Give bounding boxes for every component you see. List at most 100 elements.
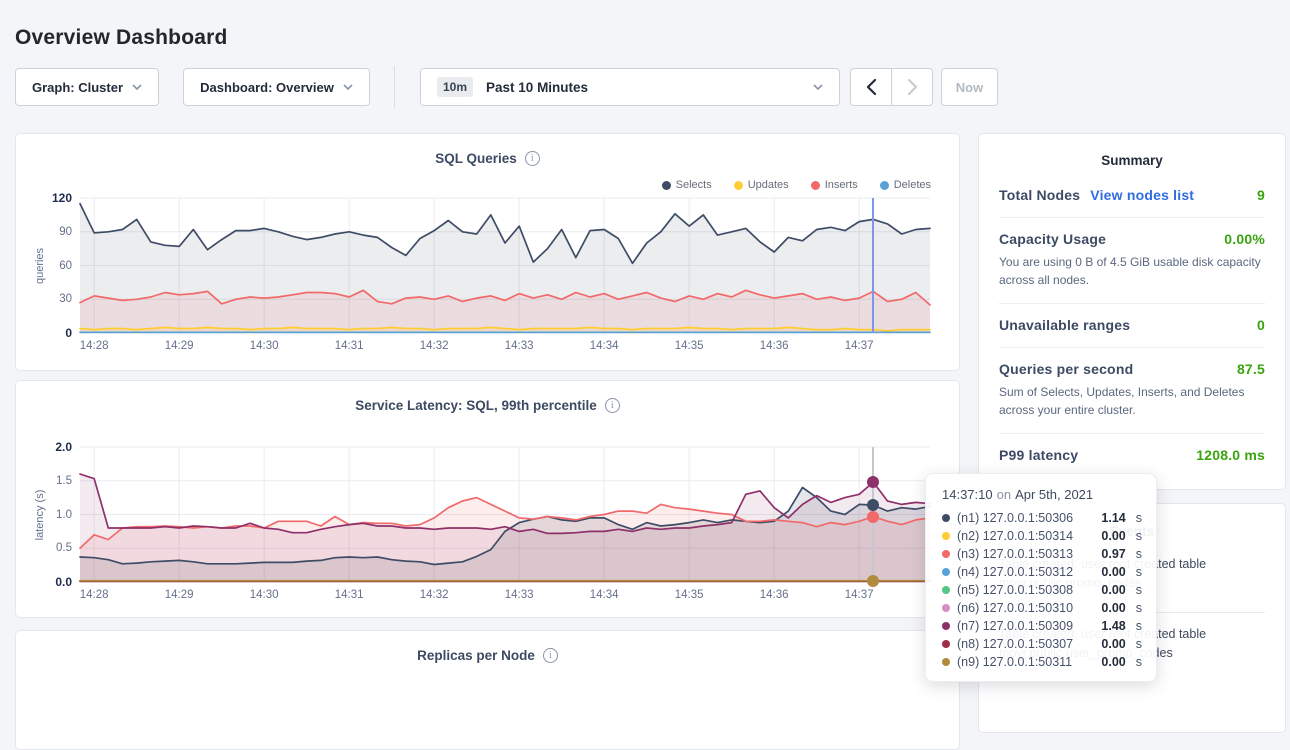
tooltip-node-unit: s — [1136, 511, 1142, 525]
now-button-label: Now — [956, 80, 983, 95]
x-axis-tick: 14:30 — [250, 589, 279, 601]
time-range-label: Past 10 Minutes — [486, 80, 800, 95]
x-axis-tick: 14:33 — [505, 340, 534, 352]
service-latency-chart[interactable] — [80, 447, 930, 582]
time-prev-button[interactable] — [851, 69, 891, 105]
summary-row-label: Unavailable ranges — [999, 317, 1130, 333]
legend-dot — [811, 181, 820, 190]
now-button[interactable]: Now — [941, 68, 998, 106]
y-axis-tick: 120 — [18, 191, 72, 205]
view-nodes-list-link[interactable]: View nodes list — [1090, 187, 1194, 203]
replicas-per-node-panel: Replicas per Node i — [15, 630, 960, 750]
tooltip-node-value: 0.00 — [1101, 529, 1125, 543]
graph-dropdown[interactable]: Graph: Cluster — [15, 68, 159, 106]
sql-queries-chart[interactable] — [80, 198, 930, 333]
tooltip-node-row: (n7) 127.0.0.1:503091.48s — [942, 617, 1142, 635]
summary-row: P99 latency 1208.0 ms — [999, 433, 1265, 477]
tooltip-series-dot — [942, 550, 950, 558]
legend-item-updates[interactable]: Updates — [734, 179, 789, 191]
legend-item-selects[interactable]: Selects — [662, 179, 712, 191]
graph-dropdown-label: Graph: Cluster — [32, 80, 123, 95]
time-range-select[interactable]: 10m Past 10 Minutes — [420, 68, 840, 106]
x-axis-tick: 14:32 — [420, 589, 449, 601]
tooltip-node-row: (n5) 127.0.0.1:50308 0.00 s — [942, 581, 1142, 599]
legend-dot — [734, 181, 743, 190]
sql-queries-legend: Selects Updates Inserts Deletes — [662, 179, 931, 191]
hover-point-dot — [867, 511, 879, 523]
legend-item-deletes[interactable]: Deletes — [880, 179, 931, 191]
x-axis-tick: 14:34 — [590, 340, 619, 352]
tooltip-node-value: 0.00 — [1101, 565, 1125, 579]
x-axis-tick: 14:29 — [165, 589, 194, 601]
chevron-down-icon — [343, 84, 353, 90]
legend-dot — [880, 181, 889, 190]
info-icon[interactable]: i — [543, 648, 558, 663]
x-axis-tick: 14:37 — [845, 589, 874, 601]
tooltip-node-label: (n4) 127.0.0.1:50312 — [957, 565, 1094, 579]
y-axis-tick: 0.0 — [18, 575, 72, 589]
tooltip-series-dot — [942, 586, 950, 594]
summary-row: Queries per second87.5Sum of Selects, Up… — [999, 347, 1265, 433]
x-axis-tick: 14:36 — [760, 589, 789, 601]
tooltip-node-unit: s — [1136, 529, 1142, 543]
tooltip-node-unit: s — [1136, 583, 1142, 597]
y-axis-tick: 0 — [18, 326, 72, 340]
legend-item-inserts[interactable]: Inserts — [811, 179, 858, 191]
sql-queries-panel: SQL Queries i Selects Updates Inserts Delet… — [15, 133, 960, 371]
y-axis-tick: 90 — [18, 226, 72, 238]
service-latency-panel: Service Latency: SQL, 99th percentile i … — [15, 380, 960, 618]
tooltip-node-label: (n7) 127.0.0.1:50309 — [957, 619, 1094, 633]
x-axis-tick: 14:28 — [80, 589, 109, 601]
tooltip-series-dot — [942, 514, 950, 522]
y-axis-tick: 30 — [18, 293, 72, 305]
tooltip-node-value: 0.00 — [1101, 583, 1125, 597]
summary-panel: Summary Total NodesView nodes list9Capac… — [978, 133, 1286, 490]
x-axis-tick: 14:30 — [250, 340, 279, 352]
chart-hover-tooltip: 14:37:10 on Apr 5th, 2021 (n1) 127.0.0.1… — [925, 473, 1157, 682]
summary-row-label: P99 latency — [999, 447, 1078, 463]
summary-row-value: 0 — [1257, 317, 1265, 333]
service-latency-title: Service Latency: SQL, 99th percentile — [355, 398, 597, 413]
x-axis-tick: 14:31 — [335, 589, 364, 601]
tooltip-series-dot — [942, 640, 950, 648]
summary-row-label: Total Nodes — [999, 187, 1080, 203]
info-icon[interactable]: i — [605, 398, 620, 413]
controls-divider — [394, 66, 395, 108]
y-axis-tick: 1.5 — [18, 475, 72, 487]
time-step-buttons — [850, 68, 933, 106]
tooltip-node-unit: s — [1136, 637, 1142, 651]
y-axis-title: latency (s) — [34, 489, 46, 540]
x-axis-tick: 14:37 — [845, 340, 874, 352]
x-axis-tick: 14:28 — [80, 340, 109, 352]
legend-label: Deletes — [894, 179, 931, 191]
hover-point-dot — [867, 499, 879, 511]
tooltip-node-unit: s — [1136, 547, 1142, 561]
tooltip-node-row: (n1) 127.0.0.1:503061.14s — [942, 509, 1142, 527]
x-axis-tick: 14:35 — [675, 340, 704, 352]
y-axis-title: queries — [34, 247, 46, 283]
tooltip-node-unit: s — [1136, 601, 1142, 615]
tooltip-node-label: (n2) 127.0.0.1:50314 — [957, 529, 1094, 543]
x-axis-tick: 14:29 — [165, 340, 194, 352]
x-axis-tick: 14:31 — [335, 340, 364, 352]
legend-dot — [662, 181, 671, 190]
legend-label: Updates — [748, 179, 789, 191]
tooltip-timestamp: 14:37:10 on Apr 5th, 2021 — [942, 487, 1142, 502]
dashboard-dropdown[interactable]: Dashboard: Overview — [183, 68, 370, 106]
sql-queries-title: SQL Queries — [435, 151, 517, 166]
summary-row-value: 1208.0 ms — [1196, 447, 1265, 463]
summary-row-caption: You are using 0 B of 4.5 GiB usable disk… — [999, 253, 1265, 289]
y-axis-tick: 2.0 — [18, 440, 72, 454]
tooltip-node-label: (n1) 127.0.0.1:50306 — [957, 511, 1094, 525]
time-next-button[interactable] — [891, 69, 932, 105]
chevron-right-icon — [907, 79, 918, 95]
tooltip-node-row: (n4) 127.0.0.1:503120.00s — [942, 563, 1142, 581]
replicas-per-node-title: Replicas per Node — [417, 648, 535, 663]
dashboard-dropdown-label: Dashboard: Overview — [200, 80, 334, 95]
tooltip-time: 14:37:10 — [942, 487, 993, 502]
tooltip-node-row: (n9) 127.0.0.1:503110.00s — [942, 653, 1142, 671]
info-icon[interactable]: i — [525, 151, 540, 166]
tooltip-node-label: (n5) 127.0.0.1:50308 — [957, 583, 1094, 597]
summary-row: Capacity Usage0.00%You are using 0 B of … — [999, 217, 1265, 303]
tooltip-on-word: on — [997, 487, 1011, 502]
